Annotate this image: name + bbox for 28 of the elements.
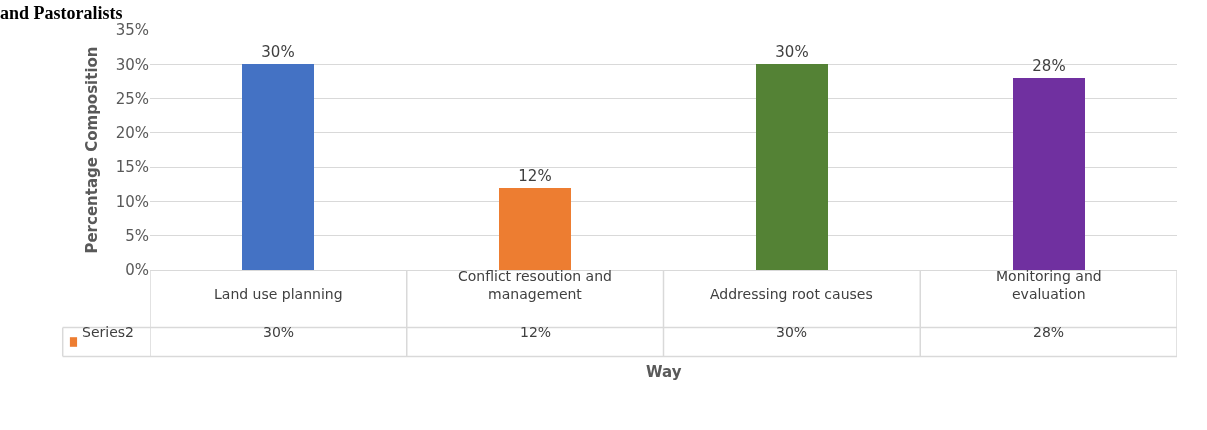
x-tick-label: Land use planning <box>214 286 343 302</box>
y-tick-label: 25% <box>115 89 149 108</box>
data-label: 28% <box>1033 324 1065 340</box>
y-axis-title: Percentage Composition <box>82 46 101 254</box>
bar <box>242 64 314 270</box>
y-tick-label: 30% <box>115 55 149 74</box>
y-tick-label: 10% <box>115 192 149 211</box>
y-tick-label: 15% <box>115 158 149 177</box>
x-tick-label: Addressing root causes <box>710 286 873 302</box>
y-tick-label: 35% <box>115 21 149 40</box>
y-tick-label: 5% <box>125 226 149 245</box>
data-label: 30% <box>263 324 295 340</box>
text: 12% <box>518 167 552 185</box>
data-label: 30% <box>776 324 808 340</box>
bar <box>499 188 571 270</box>
bar <box>1013 78 1085 270</box>
x-axis-title: Way <box>646 363 682 381</box>
data-label: 12% <box>520 324 552 340</box>
text: 30% <box>261 43 295 61</box>
text: Series2 <box>82 324 134 340</box>
chart-title: and Pastoralists <box>0 3 123 24</box>
bar <box>756 64 828 270</box>
x-tick-label: Conflict resoution and management <box>458 268 612 303</box>
y-tick-label: 0% <box>125 261 149 280</box>
y-tick-label: 20% <box>115 124 149 143</box>
text: 28% <box>1032 57 1066 75</box>
text: 30% <box>775 43 809 61</box>
x-tick-label: Monitoring and evaluation <box>996 268 1102 303</box>
